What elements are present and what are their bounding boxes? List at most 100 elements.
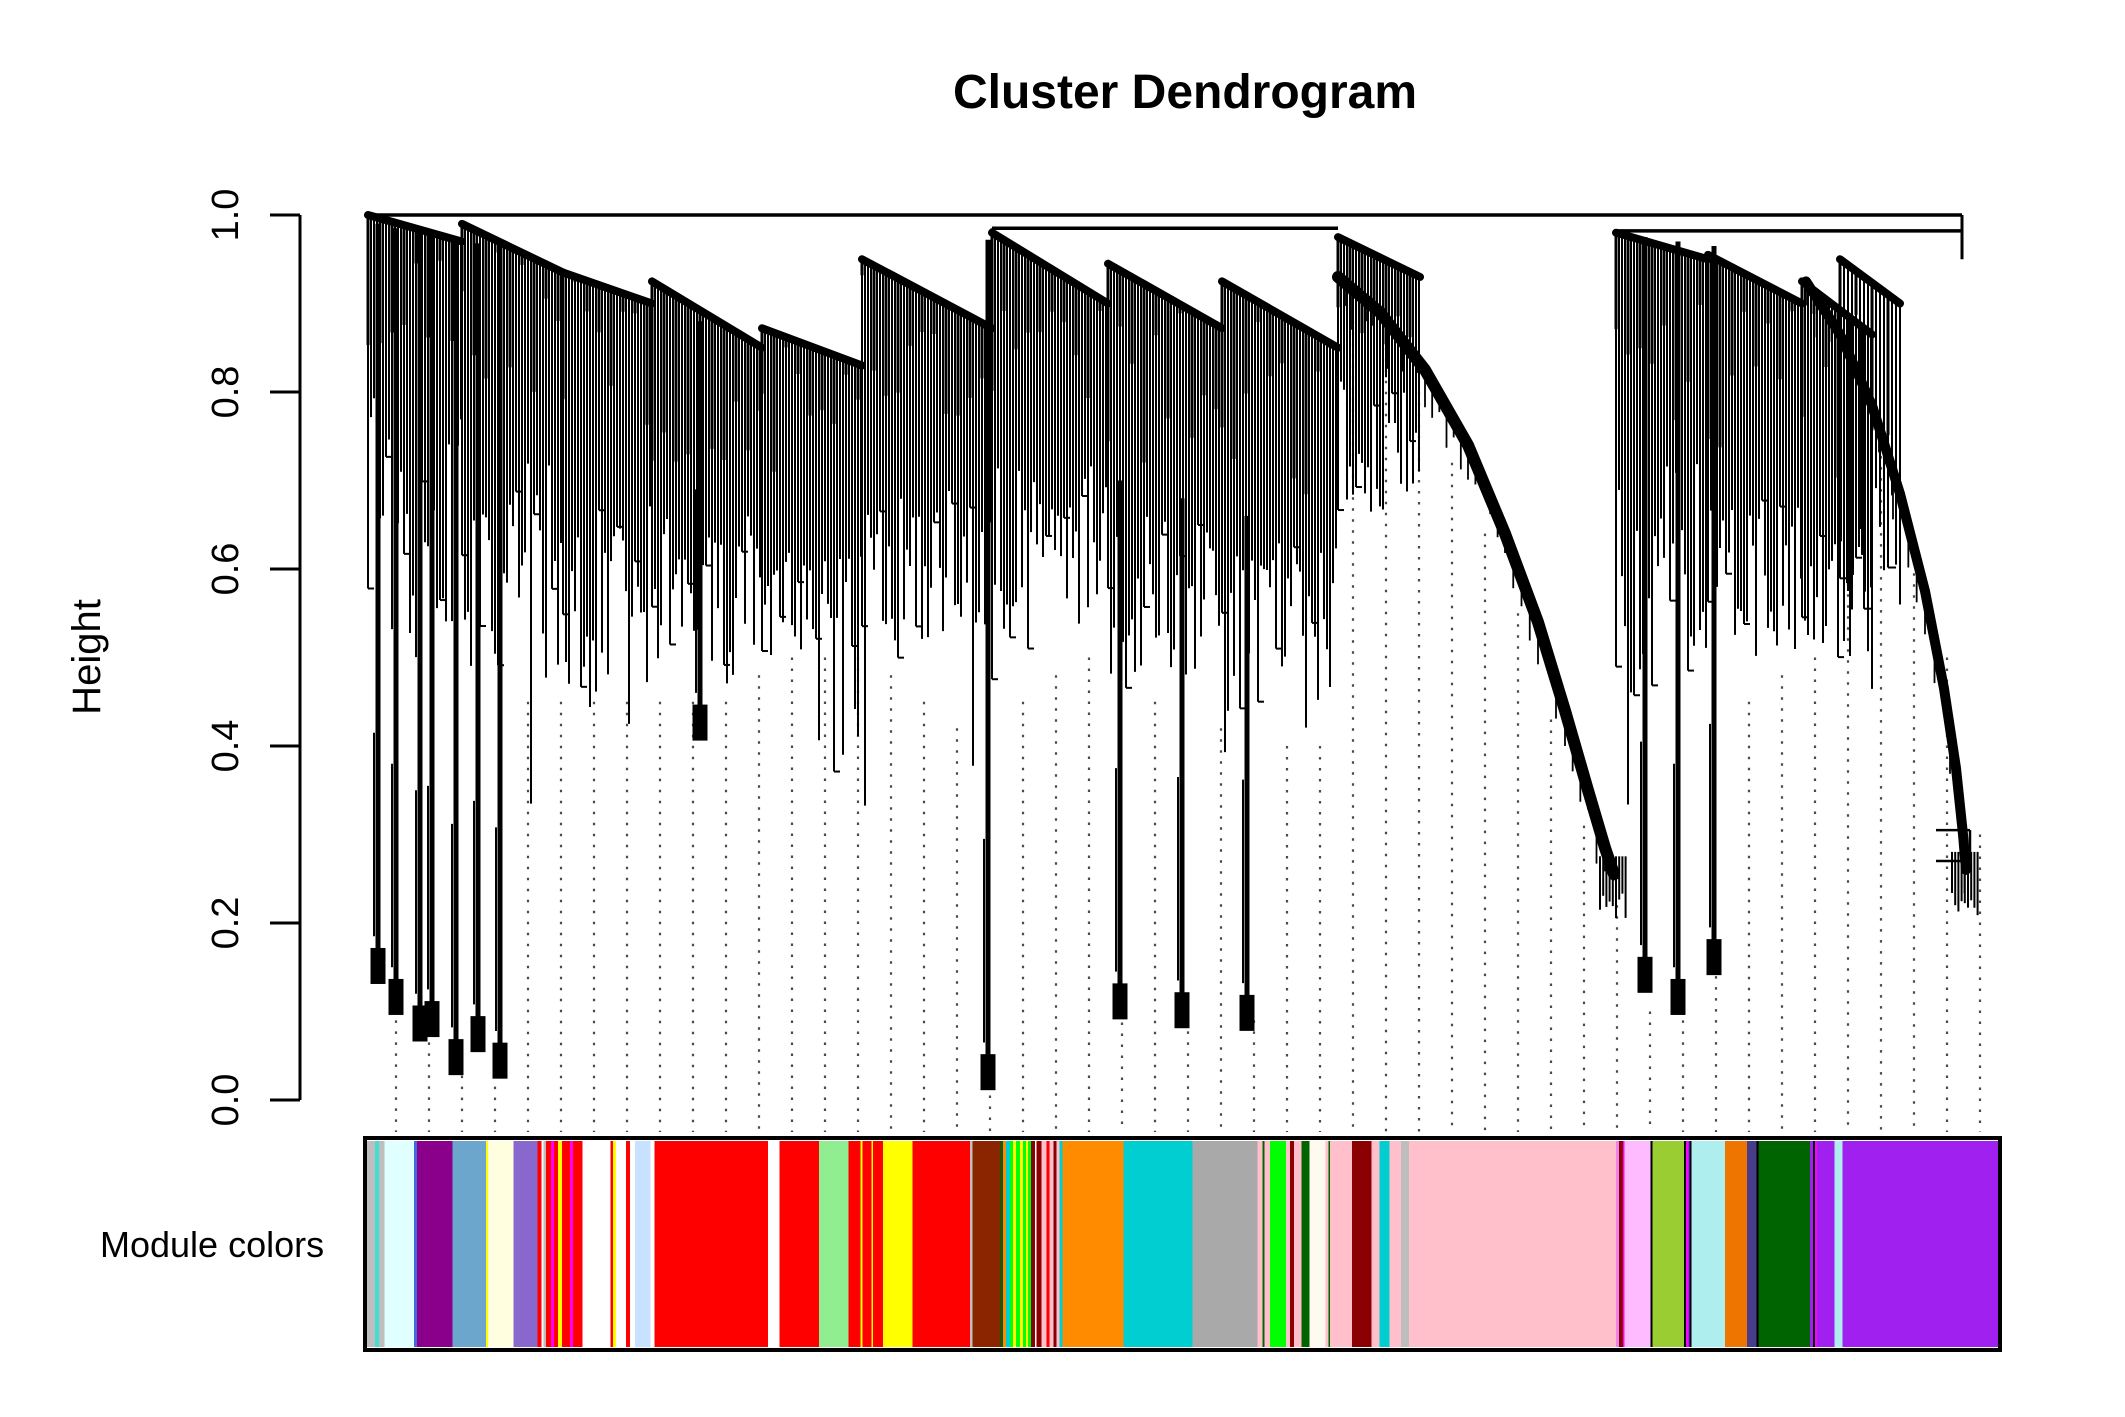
module-color-segment-red <box>537 1141 542 1347</box>
module-color-segment-pink <box>1330 1141 1353 1347</box>
module-color-segment-black <box>1689 1141 1693 1347</box>
module-color-segment-yellowgreen <box>1652 1141 1685 1347</box>
module-colors-label: Module colors <box>100 1224 324 1265</box>
module-color-segment-black <box>1683 1141 1687 1347</box>
module-color-segment-darkgreen <box>1000 1141 1004 1347</box>
module-color-segment-pink <box>1293 1141 1303 1347</box>
module-color-segment-grey <box>969 1141 974 1347</box>
module-color-segment-pink <box>1257 1141 1263 1347</box>
module-color-segment-paleturquoise <box>1691 1141 1726 1347</box>
module-color-segment-pink <box>1389 1141 1402 1347</box>
dendrogram-tree <box>364 211 1979 1091</box>
module-color-segment-yellow <box>613 1141 617 1347</box>
module-color-segment-floralwhite <box>1309 1141 1326 1347</box>
module-color-segment-darkred <box>1036 1141 1043 1347</box>
module-color-segment-grey <box>1401 1141 1410 1347</box>
chart-title: Cluster Dendrogram <box>953 66 1417 119</box>
module-color-segment-darkorange <box>1062 1141 1125 1347</box>
module-color-segment-darkturquoise <box>1006 1141 1011 1347</box>
module-color-segment-pink <box>1049 1141 1055 1347</box>
module-color-segment-orange <box>1003 1141 1007 1347</box>
y-tick-labels: 0.0 0.2 0.4 0.6 0.8 1.0 <box>205 189 247 1127</box>
module-color-segment-magenta <box>569 1141 574 1347</box>
module-color-segment-red <box>848 1141 862 1347</box>
module-color-segment-magenta <box>1814 1141 1818 1347</box>
module-color-segment-green <box>1010 1141 1014 1347</box>
module-color-segment-darkturquoise <box>1379 1141 1390 1347</box>
module-color-segment-paleturquoise <box>1834 1141 1844 1347</box>
module-color-segment-skyblue3 <box>452 1141 487 1347</box>
module-color-segment-darkgrey <box>1192 1141 1258 1347</box>
module-color-segment-grey <box>378 1141 386 1347</box>
module-color-segment-darkgreen <box>1758 1141 1811 1347</box>
module-color-segment-yellow <box>1019 1141 1024 1347</box>
module-color-segment-white <box>541 1141 544 1347</box>
module-color-segment-turquoise <box>374 1141 380 1347</box>
module-color-segment-mediumpurple3 <box>513 1141 538 1347</box>
module-color-segment-lightsteelblue <box>634 1141 652 1347</box>
module-color-segment-pink <box>1371 1141 1381 1347</box>
module-color-segment-darkgreen <box>1262 1141 1265 1347</box>
module-color-segment-red <box>873 1141 884 1347</box>
module-color-segment-lightcyan <box>384 1141 415 1347</box>
y-axis <box>270 213 302 1102</box>
module-color-segment-red <box>546 1141 552 1347</box>
y-tick-label: 1.0 <box>205 189 247 242</box>
module-color-segment-red <box>554 1141 559 1347</box>
module-color-segment-brown <box>972 1141 1001 1347</box>
module-color-segment-white <box>616 1141 627 1347</box>
module-color-segment-pink <box>1056 1141 1060 1347</box>
module-color-segment-pink <box>1264 1141 1271 1347</box>
module-color-segment-pink <box>1325 1141 1329 1347</box>
module-color-segment-black <box>1756 1141 1760 1347</box>
module-color-segment-red <box>779 1141 820 1347</box>
y-tick-label: 0.2 <box>205 897 247 950</box>
y-tick-label: 0.4 <box>205 720 247 773</box>
module-color-segment-green <box>1270 1141 1287 1347</box>
module-color-segment-darkslateblue <box>1746 1141 1758 1347</box>
dotted-guide-lines <box>394 321 1982 1132</box>
module-color-segment-grey <box>543 1141 547 1347</box>
module-color-segment-lightgreen <box>819 1141 850 1347</box>
module-color-segment-pink <box>1409 1141 1617 1347</box>
y-axis-title: Height <box>65 599 109 715</box>
y-tick-label: 0.8 <box>205 366 247 419</box>
module-colors-bar <box>363 1136 2002 1352</box>
module-color-segment-red <box>654 1141 769 1347</box>
module-color-segment-yellow <box>1013 1141 1017 1347</box>
y-tick-label: 0.6 <box>205 543 247 596</box>
module-color-segment-magenta <box>1685 1141 1689 1347</box>
module-color-segment-magenta <box>551 1141 555 1347</box>
module-color-segment-red <box>572 1141 584 1347</box>
module-color-segment-black <box>1812 1141 1816 1347</box>
module-color-segment-darkgreen <box>1328 1141 1331 1347</box>
module-color-segment-yellow <box>486 1141 489 1347</box>
module-color-segment-red <box>626 1141 631 1347</box>
module-color-segment-red <box>1046 1141 1051 1347</box>
module-color-segment-white <box>629 1141 636 1347</box>
module-color-segment-darkred <box>1030 1141 1036 1347</box>
module-color-segment-purple <box>1842 1141 2001 1347</box>
module-color-segment-pink <box>1041 1141 1048 1347</box>
module-color-segment-white <box>582 1141 611 1347</box>
module-color-segment-lightyellow <box>488 1141 515 1347</box>
module-color-segment-blue <box>414 1141 418 1347</box>
module-color-segment-yellow <box>1025 1141 1029 1347</box>
module-color-segment-darkred <box>1053 1141 1058 1347</box>
module-color-segment-plum <box>1624 1141 1651 1347</box>
module-color-segment-darkgreen <box>1301 1141 1311 1347</box>
module-color-segment-yellow <box>871 1141 874 1347</box>
module-color-segment-green <box>1027 1141 1032 1347</box>
module-color-segment-yellow <box>883 1141 914 1347</box>
module-color-segment-red <box>561 1141 571 1347</box>
module-color-segment-darkred <box>1351 1141 1373 1347</box>
module-color-segment-white <box>1034 1141 1038 1347</box>
module-color-segment-pink <box>1285 1141 1291 1347</box>
module-color-segment-black <box>1650 1141 1653 1347</box>
module-color-segment-purple <box>1816 1141 1836 1347</box>
module-color-segment-red <box>912 1141 971 1347</box>
module-color-segment-purple <box>1809 1141 1814 1347</box>
module-color-segment-darkred <box>1289 1141 1295 1347</box>
